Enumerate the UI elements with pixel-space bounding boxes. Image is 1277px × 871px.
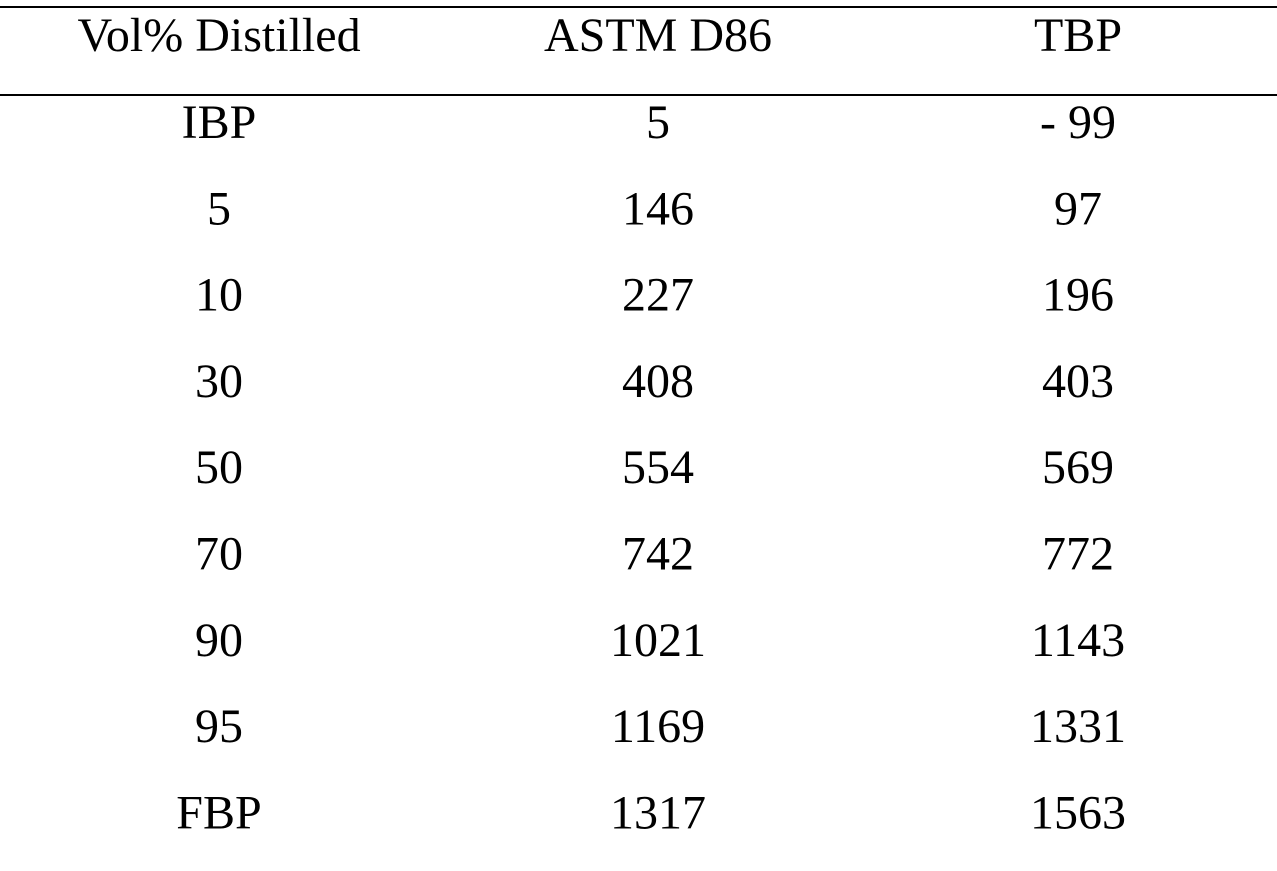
table-cell: 1143 [1031, 614, 1125, 667]
table-cell: 408 [622, 355, 694, 408]
table-cell: 772 [1042, 528, 1114, 581]
table-cell: 196 [1042, 269, 1114, 322]
table-cell: 70 [195, 528, 243, 581]
table-cell: 5 [646, 96, 670, 149]
header-cell: Vol% Distilled [77, 9, 360, 62]
table-cell: 554 [622, 441, 694, 494]
table-cell: 1317 [610, 786, 706, 839]
header-cell: ASTM D86 [544, 9, 772, 62]
table-cell: 227 [622, 269, 694, 322]
table-cell: 1331 [1030, 700, 1126, 753]
table-cell: FBP [176, 786, 261, 839]
table-cell: 30 [195, 355, 243, 408]
table-cell: 10 [195, 269, 243, 322]
table-cell: 569 [1042, 441, 1114, 494]
table-cell: 90 [195, 614, 243, 667]
table-cell: 1021 [610, 614, 706, 667]
table-cell: 50 [195, 441, 243, 494]
header-cell: TBP [1034, 9, 1122, 62]
table-cell: 742 [622, 528, 694, 581]
table-cell: 1563 [1030, 786, 1126, 839]
table-cell: 5 [207, 182, 231, 235]
table-cell: 146 [622, 182, 694, 235]
table-cell: 403 [1042, 355, 1114, 408]
table-cell: 1169 [611, 700, 705, 753]
table-cell: IBP [182, 96, 257, 149]
table-cell: 97 [1054, 182, 1102, 235]
table-cell: - 99 [1040, 96, 1116, 149]
table-cell: 95 [195, 700, 243, 753]
